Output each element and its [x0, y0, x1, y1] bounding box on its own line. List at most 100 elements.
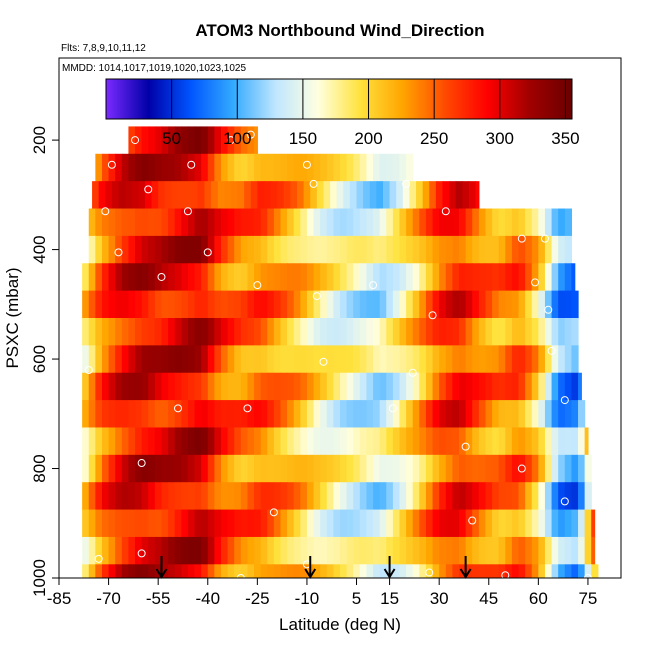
heatmap-cell	[412, 263, 420, 292]
heatmap-cell	[300, 235, 308, 264]
heatmap-cell	[154, 482, 163, 511]
heatmap-cell	[459, 509, 467, 538]
heatmap-cell	[220, 509, 229, 538]
heatmap-cell	[366, 427, 374, 456]
heatmap-cell	[313, 427, 321, 456]
heatmap-cell	[525, 290, 533, 319]
heatmap-cell	[492, 318, 500, 346]
heatmap-cell	[564, 290, 573, 319]
heatmap-cell	[128, 290, 136, 319]
heatmap-cell	[121, 345, 130, 374]
heatmap-cell	[300, 564, 308, 578]
heatmap-cell	[386, 290, 394, 319]
heatmap-cell	[333, 153, 341, 182]
heatmap-cell	[498, 482, 506, 511]
heatmap-cell	[287, 235, 295, 264]
heatmap-cell	[194, 400, 202, 429]
heatmap-cell	[359, 564, 368, 578]
heatmap-cell	[174, 482, 182, 511]
heatmap-cell	[141, 153, 149, 182]
heatmap-cell	[373, 235, 381, 264]
heatmap-cell	[254, 345, 262, 374]
heatmap-cell	[82, 564, 90, 578]
heatmap-cell	[141, 235, 149, 264]
heatmap-cell	[439, 263, 447, 292]
heatmap-cell	[359, 509, 368, 538]
heatmap-cell	[406, 290, 414, 319]
heatmap-cell	[578, 454, 586, 483]
heatmap-cell	[138, 181, 146, 210]
heatmap-cell	[498, 454, 506, 483]
heatmap-cell	[88, 263, 96, 292]
heatmap-cell	[201, 427, 209, 456]
heatmap-cell	[128, 345, 136, 374]
heatmap-cell	[154, 372, 163, 401]
heatmap-cell	[465, 509, 473, 538]
heatmap-cell	[485, 400, 493, 429]
heatmap-cell	[498, 318, 506, 346]
heatmap-cell	[168, 427, 176, 456]
heatmap-cell	[340, 564, 348, 578]
heatmap-cell	[174, 427, 182, 456]
observation-point	[402, 179, 411, 188]
heatmap-cell	[280, 454, 288, 483]
heatmap-cell	[95, 318, 103, 346]
heatmap-cell	[82, 318, 90, 346]
heatmap-cell	[465, 290, 473, 319]
heatmap-cell	[511, 235, 520, 264]
heatmap-cell	[204, 181, 212, 210]
y-tick-label: 400	[30, 235, 49, 263]
heatmap-cell	[194, 536, 202, 565]
heatmap-cell	[234, 290, 242, 319]
heatmap-cell	[115, 536, 123, 565]
heatmap-cell	[148, 153, 156, 182]
heatmap-cell	[240, 454, 249, 483]
heatmap-cell	[340, 454, 348, 483]
heatmap-cell	[445, 235, 453, 264]
heatmap-cell	[247, 454, 255, 483]
heatmap-cell	[135, 372, 143, 401]
heatmap-cell	[472, 536, 480, 565]
colorbar-tick-label: 100	[223, 129, 251, 148]
heatmap-cell	[128, 372, 136, 401]
heatmap-cell	[340, 482, 348, 511]
heatmap-cell	[181, 126, 189, 155]
heatmap-cell	[88, 509, 96, 538]
heatmap-cell	[320, 564, 328, 578]
heatmap-cell	[105, 181, 113, 210]
heatmap-cell	[277, 181, 285, 210]
heatmap-cell	[141, 263, 149, 292]
heatmap-cell	[214, 263, 222, 292]
heatmap-cell	[459, 318, 467, 346]
heatmap-cell	[95, 427, 103, 456]
heatmap-cell	[346, 318, 354, 346]
heatmap-cell	[240, 263, 249, 292]
heatmap-cell	[88, 290, 96, 319]
x-axis: -85 -70 -55 -40 -25 -10 5 15 30 45 60 75	[47, 578, 597, 608]
heatmap-cell	[82, 400, 90, 429]
heatmap-cell	[201, 482, 209, 511]
heatmap-cell	[161, 427, 169, 456]
heatmap-cell	[346, 454, 354, 483]
heatmap-cell	[141, 536, 149, 565]
heatmap-cell	[511, 454, 520, 483]
heatmap-cell	[492, 509, 500, 538]
heatmap-cell	[505, 564, 513, 578]
heatmap-cell	[310, 181, 318, 210]
heatmap-cell	[511, 345, 520, 374]
heatmap-cell	[135, 509, 143, 538]
heatmap-cell	[181, 427, 189, 456]
heatmap-cell	[564, 263, 573, 292]
heatmap-cell	[82, 345, 90, 374]
heatmap-cell	[293, 345, 301, 374]
heatmap-cell	[260, 290, 268, 319]
heatmap-cell	[505, 263, 513, 292]
heatmap-cell	[416, 181, 424, 210]
heatmap-cell	[280, 153, 288, 182]
heatmap-cell	[141, 290, 149, 319]
heatmap-cell	[187, 263, 196, 292]
heatmap-cell	[492, 536, 500, 565]
heatmap-cell	[386, 153, 394, 182]
heatmap-cell	[194, 482, 202, 511]
heatmap-cell	[191, 181, 199, 210]
